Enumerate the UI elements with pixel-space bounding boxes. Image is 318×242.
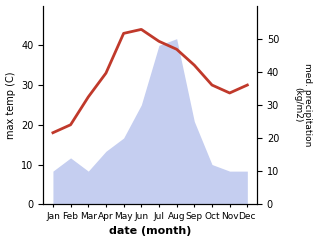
X-axis label: date (month): date (month) — [109, 227, 191, 236]
Y-axis label: max temp (C): max temp (C) — [5, 71, 16, 139]
Y-axis label: med. precipitation
(kg/m2): med. precipitation (kg/m2) — [293, 63, 313, 147]
